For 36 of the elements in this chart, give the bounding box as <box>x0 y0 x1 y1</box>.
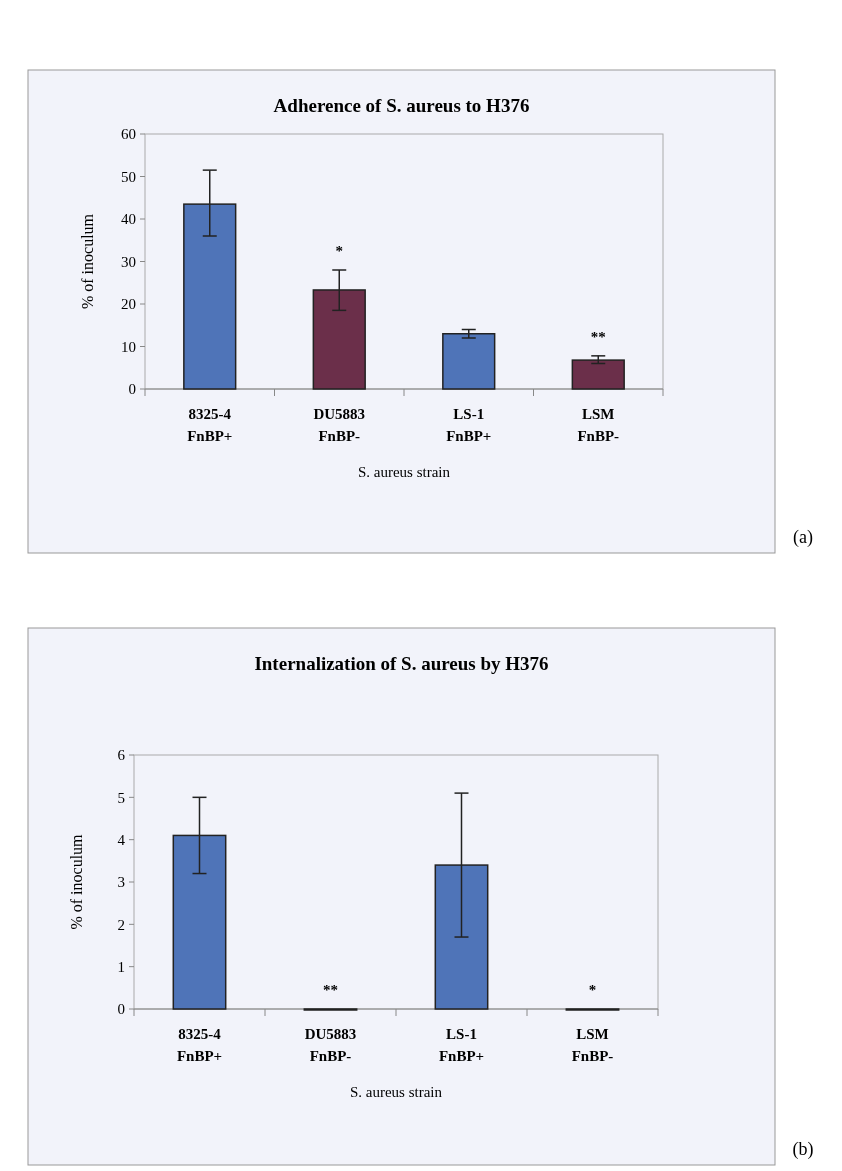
y-tick-label: 2 <box>117 916 125 933</box>
y-tick-label: 50 <box>121 168 136 185</box>
y-tick-label: 20 <box>121 296 136 313</box>
y-tick-label: 0 <box>128 381 136 398</box>
y-tick-label: 3 <box>117 874 125 891</box>
x-tick-label: DU5883 FnBP- <box>304 1026 357 1064</box>
text: (a) <box>793 527 813 548</box>
x-tick-label: DU5883 FnBP- <box>313 406 366 444</box>
bar <box>442 333 496 390</box>
annotation: * <box>588 982 597 998</box>
chart-title: Adherence of S. aureus to H376 <box>273 95 530 116</box>
y-tick-label: 1 <box>117 958 125 975</box>
annotation: * <box>335 243 343 259</box>
x-axis-title: S. aureus strain <box>357 464 451 480</box>
x-tick-label: 8325-4 FnBP+ <box>187 406 233 444</box>
x-tick-label: 8325-4 FnBP+ <box>176 1026 223 1064</box>
y-tick-label: 30 <box>121 253 136 270</box>
y-tick-label: 40 <box>121 211 136 228</box>
y-tick-label: 6 <box>117 747 126 764</box>
y-tick-label: 4 <box>117 831 126 848</box>
bar <box>571 359 625 390</box>
annotation: ** <box>590 328 606 345</box>
annotation: ** <box>323 982 338 998</box>
chart-title: Internalization of S. aureus by H376 <box>254 653 549 674</box>
y-tick-label: 5 <box>117 789 125 806</box>
y-tick-label: 60 <box>121 126 136 143</box>
x-tick-label: LSM FnBP- <box>571 1026 614 1064</box>
y-tick-label: 10 <box>121 338 136 355</box>
x-tick-label: LS-1 FnBP+ <box>446 406 492 444</box>
x-axis-title: S. aureus strain <box>349 1084 443 1100</box>
x-tick-label: LSM FnBP- <box>577 406 620 444</box>
x-tick-label: LS-1 FnBP+ <box>438 1026 485 1064</box>
y-axis-title: % of inoculum <box>68 833 85 930</box>
y-tick-label: 0 <box>117 1001 125 1018</box>
y-axis-title: % of inoculum <box>79 213 96 310</box>
text: (b) <box>792 1139 814 1160</box>
